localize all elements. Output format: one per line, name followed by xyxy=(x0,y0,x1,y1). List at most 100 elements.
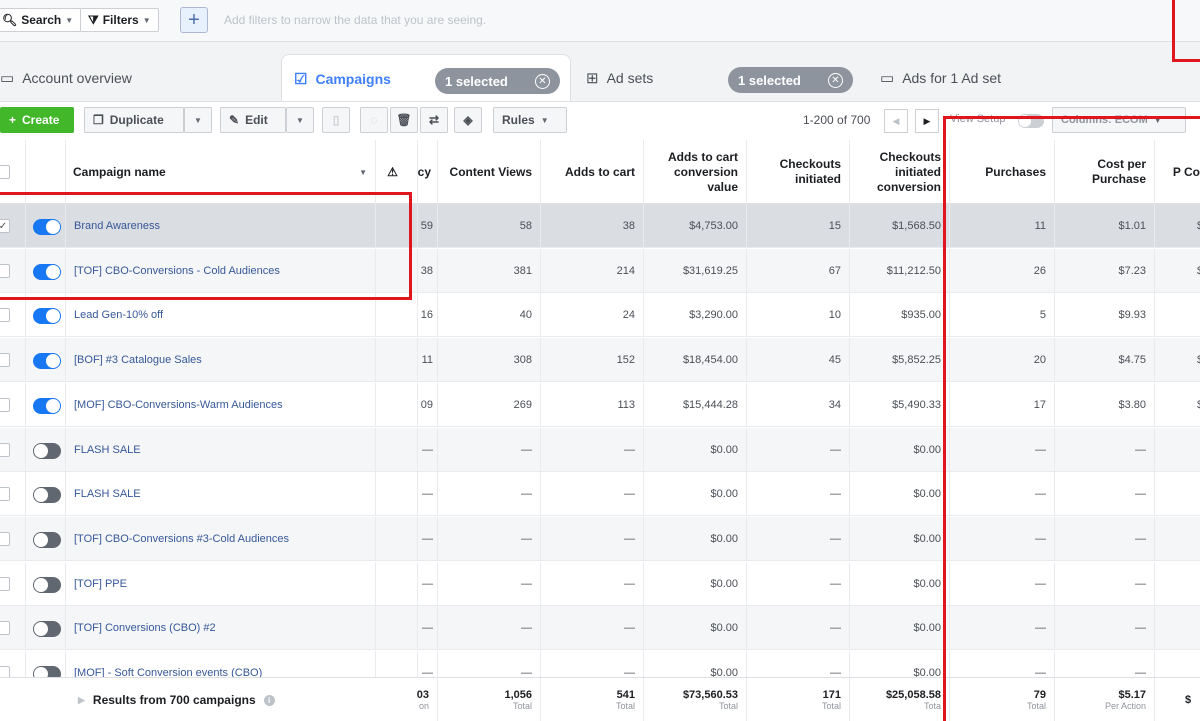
duplicate-button[interactable]: ❐ Duplicate xyxy=(84,107,184,133)
cell-atc: 214 xyxy=(541,248,644,293)
close-icon[interactable]: ✕ xyxy=(828,72,843,88)
cell-pur: 20 xyxy=(950,338,1055,383)
footer-sub: Total xyxy=(718,701,738,711)
campaign-name-link[interactable]: [TOF] CBO-Conversions - Cold Audiences xyxy=(66,248,376,293)
cell-p: 11 xyxy=(418,338,438,383)
results-summary[interactable]: ▶ Results from 700 campaigns i xyxy=(78,678,275,721)
next-page-button[interactable]: ▶ xyxy=(915,109,939,133)
view-setup-toggle[interactable] xyxy=(1018,114,1044,128)
tab-campaigns[interactable]: ☑ Campaigns 1 selected ✕ xyxy=(281,54,571,102)
campaign-toggle[interactable] xyxy=(33,353,61,370)
campaign-toggle[interactable] xyxy=(33,531,61,548)
table-row[interactable]: [TOF] PPE — — — $0.00— $0.00— — xyxy=(0,561,1200,606)
campaign-toggle[interactable] xyxy=(33,442,61,459)
row-checkbox[interactable] xyxy=(0,397,10,412)
row-checkbox[interactable] xyxy=(0,621,10,636)
campaign-toggle[interactable] xyxy=(33,487,61,504)
info-icon[interactable]: i xyxy=(263,694,275,706)
header-checkouts-value[interactable]: Checkouts initiated conversion xyxy=(850,140,950,204)
create-button[interactable]: + Create xyxy=(0,107,74,133)
row-checkbox[interactable] xyxy=(0,576,10,591)
header-campaign-name[interactable]: Campaign name ▼ xyxy=(66,140,376,204)
filters-button[interactable]: ⧩ Filters ▼ xyxy=(80,8,159,32)
sort-icon[interactable]: ▼ xyxy=(359,167,367,177)
cell-pur: — xyxy=(950,427,1055,472)
campaign-toggle[interactable] xyxy=(33,621,61,638)
campaign-toggle[interactable] xyxy=(33,263,61,280)
table-row[interactable]: FLASH SALE — — — $0.00— $0.00— — xyxy=(0,472,1200,517)
cell-civ: $5,852.25 xyxy=(850,338,950,383)
header-atc-value[interactable]: Adds to cart conversion value xyxy=(644,140,747,204)
refresh-button[interactable]: ◌ xyxy=(360,107,388,133)
row-checkbox[interactable] xyxy=(0,442,10,457)
campaign-name-link[interactable]: [MOF] - Soft Conversion events (CBO) xyxy=(66,651,376,695)
add-filter-button[interactable]: + xyxy=(180,7,208,33)
row-select-cell: ✓ xyxy=(0,204,26,248)
campaign-name-link[interactable]: FLASH SALE xyxy=(66,472,376,517)
header-checkouts[interactable]: Checkouts initiated xyxy=(747,140,850,204)
ab-test-button[interactable]: ⇄ xyxy=(420,107,448,133)
header-adds-to-cart[interactable]: Adds to cart xyxy=(541,140,644,204)
campaign-name-link[interactable]: [TOF] PPE xyxy=(66,561,376,606)
table-row[interactable]: [BOF] #3 Catalogue Sales 11 308 152 $18,454.… xyxy=(0,338,1200,383)
cell-pur: 17 xyxy=(950,382,1055,427)
header-cost-per-purchase[interactable]: Cost per Purchase xyxy=(1055,140,1155,204)
campaign-toggle[interactable] xyxy=(33,308,61,325)
row-checkbox[interactable]: ✓ xyxy=(0,219,10,233)
cell-civ: $0.00 xyxy=(850,561,950,606)
footer-sub: Total xyxy=(821,701,841,711)
header-purchases[interactable]: Purchases xyxy=(950,140,1055,204)
campaign-name-link[interactable]: [MOF] CBO-Conversions-Warm Audiences xyxy=(66,382,376,427)
rules-button[interactable]: Rules ▼ xyxy=(493,107,567,133)
prev-page-button[interactable]: ◀ xyxy=(884,109,908,133)
tag-button[interactable]: ◈ xyxy=(454,107,482,133)
campaign-name-link[interactable]: [BOF] #3 Catalogue Sales xyxy=(66,338,376,383)
cell-last xyxy=(1155,472,1200,516)
columns-button[interactable]: Columns: ECOM ▼ xyxy=(1052,107,1186,133)
table-row[interactable]: [TOF] CBO-Conversions - Cold Audiences 38… xyxy=(0,248,1200,293)
chevron-down-icon: ▼ xyxy=(296,115,304,125)
campaign-toggle[interactable] xyxy=(33,219,61,235)
edit-button[interactable]: ✎ Edit xyxy=(220,107,286,133)
header-content-views[interactable]: Content Views xyxy=(438,140,541,204)
tab-account-overview[interactable]: ▭ Account overview xyxy=(0,54,276,102)
edit-dropdown[interactable]: ▼ xyxy=(286,107,314,133)
table-row[interactable]: ✓ Brand Awareness 59 58 38 $4,753.00 15 $1,568.… xyxy=(0,204,1200,248)
table-row[interactable]: Lead Gen-10% off 16 40 24 $3,290.00 10 $935.00… xyxy=(0,293,1200,338)
campaign-name-link[interactable]: [TOF] CBO-Conversions #3-Cold Audiences xyxy=(66,516,376,561)
campaign-name-link[interactable]: Lead Gen-10% off xyxy=(66,293,376,338)
delete-button[interactable]: 🗑︎ xyxy=(390,107,418,133)
footer-sub: Total xyxy=(615,701,635,711)
campaign-name-link[interactable]: [TOF] Conversions (CBO) #2 xyxy=(66,606,376,651)
cell-atc: — xyxy=(541,472,644,517)
row-checkbox[interactable] xyxy=(0,308,10,323)
campaigns-selected-pill[interactable]: 1 selected ✕ xyxy=(435,68,560,94)
close-icon[interactable]: ✕ xyxy=(535,73,550,89)
warning-icon: ⚠ xyxy=(387,164,398,179)
tab-ad-sets[interactable]: ⊞ Ad sets 1 selected ✕ xyxy=(576,54,862,102)
expand-icon[interactable]: ▶ xyxy=(78,694,85,705)
cell-cv: — xyxy=(438,561,541,606)
header-partial[interactable]: cy xyxy=(418,140,438,204)
table-row[interactable]: [TOF] Conversions (CBO) #2— — — $0.00— $0.00… xyxy=(0,606,1200,651)
campaign-toggle[interactable] xyxy=(33,397,61,414)
row-checkbox[interactable] xyxy=(0,531,10,546)
row-checkbox[interactable] xyxy=(0,263,10,278)
row-checkbox[interactable] xyxy=(0,353,10,368)
header-partial-right[interactable]: P Co xyxy=(1155,140,1200,204)
copy-button[interactable]: ▯ xyxy=(322,107,350,133)
search-button[interactable]: 🔍︎ Search ▼ xyxy=(0,8,82,32)
table-row[interactable]: FLASH SALE — — — $0.00— $0.00— — xyxy=(0,427,1200,472)
cell-ci: 15 xyxy=(747,204,850,248)
cell-last: $ xyxy=(1155,204,1200,248)
row-checkbox[interactable] xyxy=(0,487,10,502)
duplicate-dropdown[interactable]: ▼ xyxy=(184,107,212,133)
campaign-name-link[interactable]: Brand Awareness xyxy=(66,204,376,248)
campaign-name-link[interactable]: FLASH SALE xyxy=(66,427,376,472)
tab-ads[interactable]: ▭ Ads for 1 Ad set xyxy=(868,54,1168,102)
select-all-checkbox[interactable] xyxy=(0,165,10,179)
table-row[interactable]: [TOF] CBO-Conversions #3-Cold Audiences —… xyxy=(0,516,1200,561)
adsets-selected-pill[interactable]: 1 selected ✕ xyxy=(728,67,853,93)
table-row[interactable]: [MOF] CBO-Conversions-Warm Audiences 09 26… xyxy=(0,382,1200,427)
campaign-toggle[interactable] xyxy=(33,576,61,593)
